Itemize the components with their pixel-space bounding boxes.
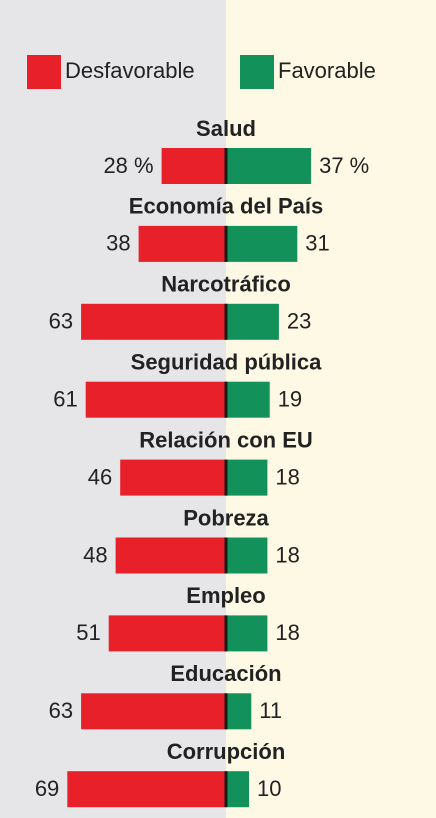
value-label: 46: [88, 464, 112, 489]
bar: [226, 381, 270, 418]
bar: [226, 693, 252, 730]
bar: [161, 148, 226, 184]
bar: [115, 537, 226, 574]
value-label: 37 %: [319, 153, 369, 178]
bar: [85, 381, 226, 418]
category-label: Economía del País: [129, 194, 323, 219]
bar: [81, 303, 226, 340]
center-divider: [224, 225, 228, 262]
value-label: 19: [278, 387, 302, 412]
center-divider: [224, 303, 228, 340]
legend-label: Favorable: [278, 58, 376, 83]
category-label: Seguridad pública: [131, 350, 322, 375]
category-label: Narcotráfico: [161, 272, 291, 297]
bar: [108, 615, 226, 652]
center-divider: [224, 459, 228, 496]
bar: [120, 459, 226, 496]
value-label: 11: [259, 698, 282, 723]
value-label: 18: [275, 464, 299, 489]
value-label: 63: [49, 309, 73, 334]
value-label: 31: [305, 231, 329, 256]
legend-label: Desfavorable: [65, 58, 195, 83]
bar: [138, 225, 226, 262]
center-divider: [224, 381, 228, 418]
center-divider: [224, 615, 228, 652]
bar: [67, 771, 226, 808]
center-divider: [224, 537, 228, 574]
value-label: 23: [287, 309, 311, 334]
legend-swatch: [240, 55, 274, 89]
value-label: 51: [76, 620, 100, 645]
bar: [81, 693, 226, 730]
category-label: Empleo: [186, 583, 265, 608]
value-label: 61: [53, 387, 77, 412]
bar: [226, 615, 268, 652]
value-label: 18: [275, 542, 299, 567]
category-label: Pobreza: [183, 505, 269, 530]
bar: [226, 537, 268, 574]
center-divider: [224, 771, 228, 808]
value-label: 18: [275, 620, 299, 645]
value-label: 48: [83, 542, 107, 567]
value-label: 10: [257, 776, 281, 801]
center-divider: [224, 148, 228, 184]
center-divider: [224, 693, 228, 730]
bar: [226, 225, 298, 262]
bar: [226, 771, 249, 808]
category-label: Relación con EU: [139, 427, 313, 452]
legend-swatch: [27, 55, 61, 89]
value-label: 63: [49, 698, 73, 723]
bar: [226, 303, 279, 340]
category-label: Educación: [170, 661, 281, 686]
bar: [226, 459, 268, 496]
value-label: 38: [106, 231, 130, 256]
category-label: Corrupción: [167, 739, 286, 764]
category-label: Salud: [196, 116, 256, 141]
value-label: 28 %: [103, 153, 153, 178]
value-label: 69: [35, 776, 59, 801]
bar: [226, 148, 312, 184]
